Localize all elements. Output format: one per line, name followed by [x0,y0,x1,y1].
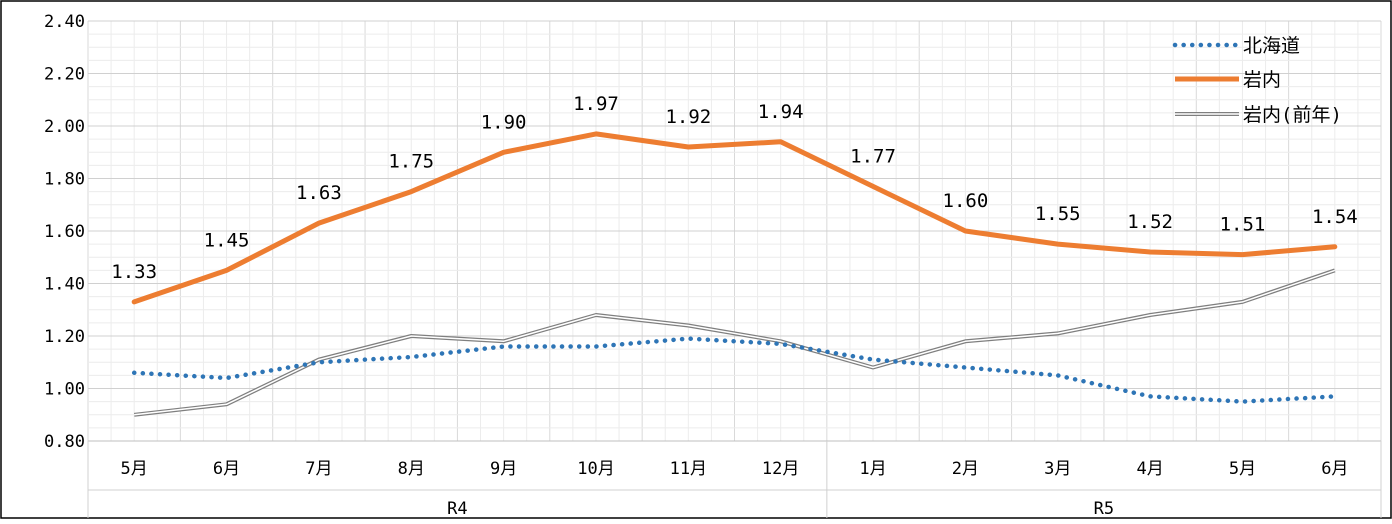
data-label: 1.33 [111,261,157,283]
y-tick-label: 1.60 [44,222,85,242]
data-label: 1.60 [943,190,989,212]
x-group-label: R4 [447,499,467,519]
x-tick-label: 12月 [762,459,799,479]
x-tick-label: 4月 [1136,459,1163,479]
y-tick-label: 0.80 [44,432,85,452]
series-line-hokkaido [131,336,1338,404]
legend-label: 北海道 [1243,35,1300,57]
y-tick-label: 2.00 [44,117,85,137]
x-tick-label: 1月 [859,459,886,479]
data-label: 1.54 [1312,206,1358,228]
x-tick-label: 7月 [305,459,332,479]
y-tick-label: 1.80 [44,170,85,190]
data-label: 1.94 [758,101,804,123]
x-tick-label: 9月 [490,459,517,479]
data-label: 1.51 [1220,214,1266,236]
series-line-iwanai [131,131,1338,305]
data-label: 1.92 [665,106,711,128]
x-tick-label: 6月 [1321,459,1348,479]
y-tick-label: 1.00 [44,380,85,400]
legend-label: 岩内 [1243,69,1281,91]
data-label: 1.90 [481,111,527,133]
series-line-iwanai-prev-inner [134,269,1336,416]
data-label: 1.75 [388,151,434,173]
x-tick-label: 11月 [670,459,707,479]
data-label: 1.77 [850,145,896,167]
y-tick-label: 1.20 [44,327,85,347]
data-label: 1.97 [573,93,619,115]
y-tick-label: 1.40 [44,275,85,295]
data-label: 1.45 [204,229,250,251]
x-tick-label: 5月 [121,459,148,479]
data-label: 1.55 [1035,203,1081,225]
y-tick-label: 2.20 [44,65,85,85]
x-tick-label: 10月 [577,459,614,479]
x-tick-label: 6月 [213,459,240,479]
x-tick-label: 3月 [1044,459,1071,479]
data-label: 1.63 [296,182,342,204]
x-tick-label: 8月 [398,459,425,479]
y-tick-label: 2.40 [44,12,85,32]
legend-label: 岩内(前年) [1243,104,1342,126]
x-group-label: R5 [1094,499,1114,519]
x-tick-label: 5月 [1229,459,1256,479]
data-label: 1.52 [1127,211,1173,233]
x-tick-label: 2月 [952,459,979,479]
